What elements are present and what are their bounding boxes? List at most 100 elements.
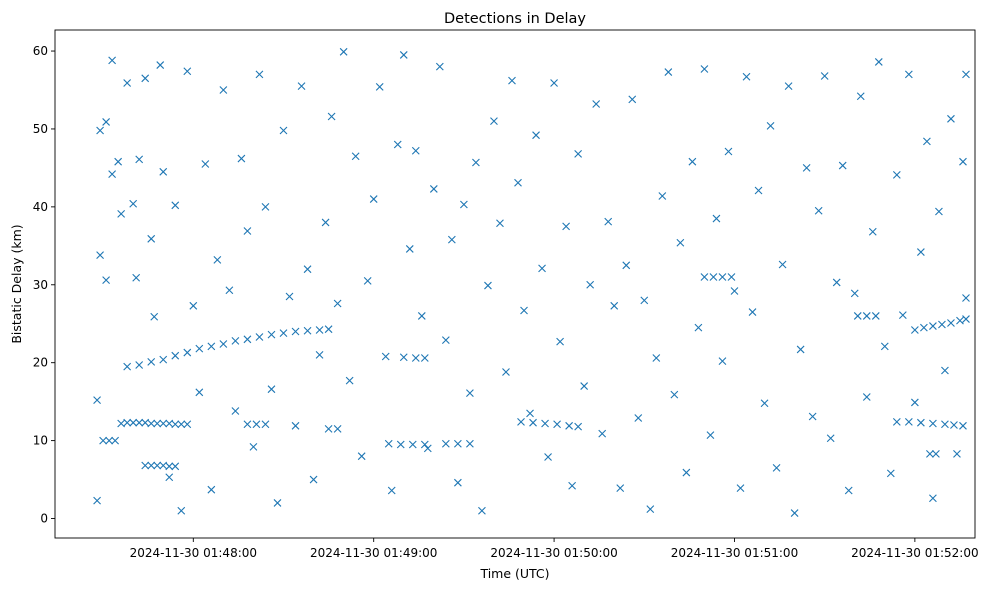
data-point xyxy=(309,475,318,484)
y-tick-label: 30 xyxy=(33,278,48,292)
data-point xyxy=(117,209,126,218)
data-point xyxy=(324,425,333,433)
data-point xyxy=(622,261,631,270)
data-point xyxy=(420,354,429,362)
data-point xyxy=(453,439,462,448)
data-point xyxy=(748,308,757,316)
data-point xyxy=(411,354,420,362)
data-point xyxy=(255,333,264,341)
data-point xyxy=(962,294,970,302)
chart-title: Detections in Delay xyxy=(444,11,586,27)
data-point xyxy=(868,227,877,236)
data-point xyxy=(171,201,180,210)
data-point xyxy=(730,287,739,295)
data-point xyxy=(183,348,192,357)
data-point xyxy=(814,206,823,215)
data-point xyxy=(688,157,697,166)
data-point xyxy=(189,301,198,310)
data-point xyxy=(466,389,474,397)
data-point xyxy=(384,439,393,448)
data-point xyxy=(99,436,107,445)
data-point xyxy=(724,147,733,156)
data-point xyxy=(508,76,516,85)
data-point xyxy=(411,146,420,155)
data-point xyxy=(225,286,234,295)
data-point xyxy=(255,70,264,79)
data-point xyxy=(429,185,438,193)
data-point xyxy=(950,421,958,429)
data-point xyxy=(862,312,871,320)
data-point xyxy=(123,362,132,371)
x-axis-label: Time (UTC) xyxy=(479,566,549,581)
data-point xyxy=(243,227,252,235)
data-point xyxy=(772,463,781,472)
data-point xyxy=(183,67,192,76)
data-point xyxy=(171,420,180,429)
data-point xyxy=(544,453,552,461)
data-point xyxy=(159,355,168,364)
data-point xyxy=(736,484,745,493)
data-point xyxy=(447,235,456,244)
data-point xyxy=(129,418,138,427)
data-point xyxy=(108,170,117,179)
data-point xyxy=(478,506,486,515)
data-point xyxy=(453,478,462,487)
data-point xyxy=(929,322,937,330)
data-point xyxy=(616,484,625,493)
data-point xyxy=(742,72,751,81)
data-point xyxy=(195,344,204,353)
data-point xyxy=(333,299,342,308)
data-point xyxy=(568,481,577,490)
data-point xyxy=(598,429,607,438)
data-point xyxy=(345,376,354,385)
data-point xyxy=(550,79,558,87)
data-point xyxy=(910,398,919,407)
data-point xyxy=(165,473,174,482)
data-point xyxy=(96,251,104,260)
data-point xyxy=(177,506,186,515)
data-point xyxy=(962,70,970,79)
data-point xyxy=(676,238,685,247)
data-point xyxy=(129,199,138,208)
data-point xyxy=(393,140,402,149)
data-point xyxy=(956,316,964,325)
data-point xyxy=(838,161,847,170)
data-point xyxy=(565,421,574,430)
data-point xyxy=(273,499,282,507)
data-point xyxy=(123,79,132,87)
data-point xyxy=(916,418,925,427)
data-point xyxy=(159,167,168,176)
data-point xyxy=(529,418,537,427)
data-point xyxy=(706,431,715,440)
data-point xyxy=(105,436,114,445)
data-point xyxy=(646,505,655,514)
data-point xyxy=(423,444,432,453)
data-point xyxy=(132,273,141,282)
data-point xyxy=(237,154,246,163)
data-point xyxy=(183,420,192,429)
data-point xyxy=(935,207,943,216)
data-point xyxy=(153,461,162,470)
data-point xyxy=(396,440,405,449)
data-point xyxy=(586,280,595,289)
x-tick-label: 2024-11-30 01:52:00 xyxy=(851,546,978,560)
data-point xyxy=(760,399,769,408)
data-point xyxy=(718,273,727,281)
data-point xyxy=(592,100,601,108)
data-point xyxy=(435,62,444,71)
data-point xyxy=(941,366,949,375)
data-point xyxy=(754,186,763,195)
data-point xyxy=(153,419,162,428)
data-point xyxy=(892,171,901,179)
data-point xyxy=(709,273,718,281)
data-point xyxy=(141,461,150,470)
data-point xyxy=(171,351,180,360)
data-point xyxy=(892,418,901,426)
data-point xyxy=(784,82,793,90)
data-point xyxy=(219,86,228,94)
data-point xyxy=(207,342,216,351)
data-point xyxy=(351,152,360,161)
data-point xyxy=(114,157,123,166)
data-point xyxy=(490,117,498,126)
data-point xyxy=(553,420,561,429)
